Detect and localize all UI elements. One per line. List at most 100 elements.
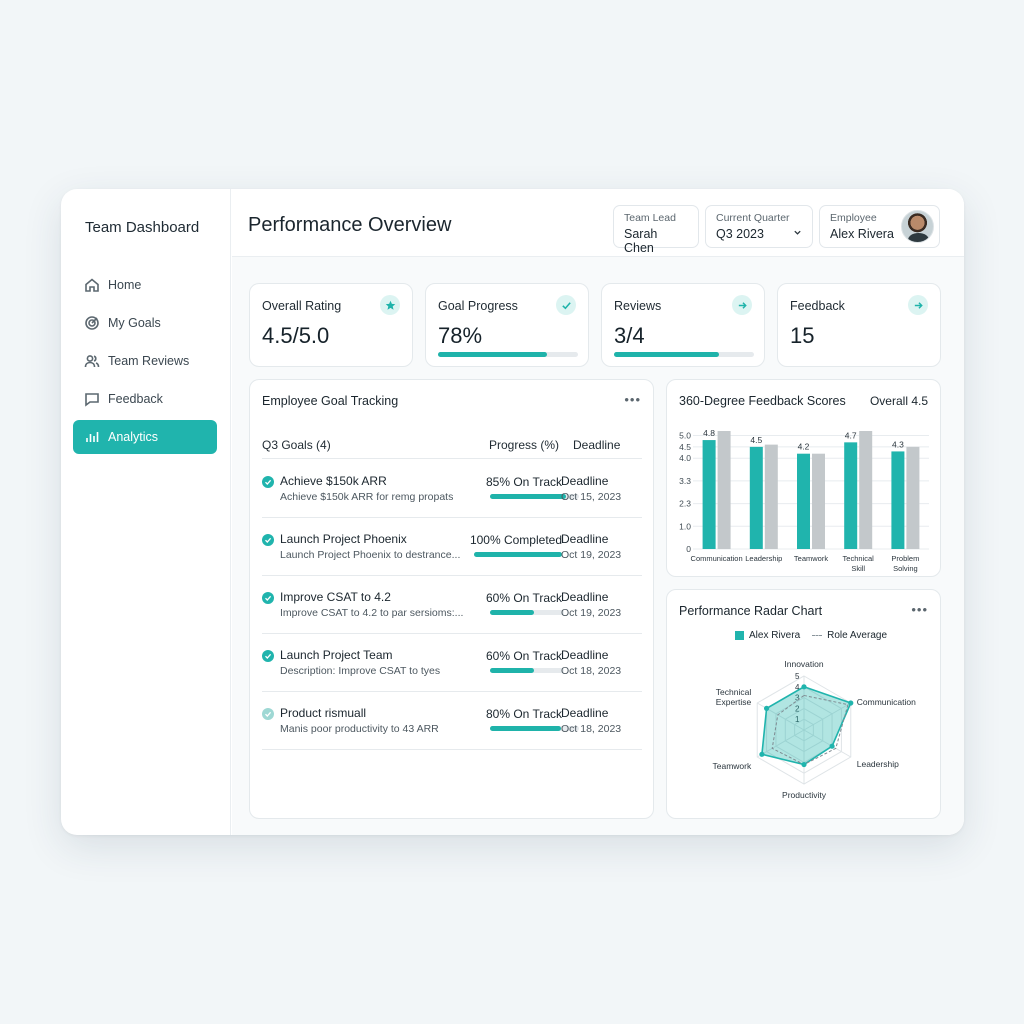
- quarter-label: Current Quarter: [716, 212, 790, 224]
- goal-name: Launch Project Phoenix: [280, 532, 407, 546]
- radar-point: [848, 700, 854, 706]
- radar-spoke: [803, 702, 852, 731]
- radar-scale-label: 4: [795, 683, 800, 692]
- kpi-value: 3/4: [614, 323, 645, 348]
- divider: [262, 749, 642, 750]
- goal-description: Description: Improve CSAT to tyes: [280, 665, 441, 677]
- table-row[interactable]: Improve CSAT to 4.2 Improve CSAT to 4.2 t…: [262, 576, 642, 634]
- table-row[interactable]: Launch Project Phoenix Launch Project Pho…: [262, 518, 642, 576]
- feedback-bar-chart: 01.02.33.34.04.55.0 4.8Communication4.5Le…: [679, 428, 929, 573]
- goal-description: Manis poor productivity to 43 ARR: [280, 723, 439, 735]
- x-tick-label: Problem: [891, 554, 919, 563]
- bar-employee: [797, 453, 810, 549]
- legend-swatch: [735, 631, 744, 640]
- radar-axis-label: Communication: [857, 697, 916, 707]
- main-content: Performance Overview Team Lead Sarah Che…: [232, 189, 964, 835]
- kpi-feedback[interactable]: Feedback 15: [777, 283, 941, 367]
- goal-name: Product rismuall: [280, 706, 367, 720]
- y-tick-label: 3.3: [679, 476, 691, 486]
- bar-employee: [891, 451, 905, 549]
- avatar[interactable]: [901, 210, 934, 243]
- goal-progress-bar: [474, 552, 562, 557]
- more-options-icon[interactable]: •••: [911, 602, 928, 617]
- x-tick-label: Solving: [893, 564, 918, 573]
- overall-score: Overall 4.5: [869, 394, 928, 408]
- radar-point: [801, 684, 807, 690]
- bar-average: [859, 431, 873, 549]
- data-label: 4.7: [845, 430, 857, 440]
- sidebar-item-team-reviews[interactable]: Team Reviews: [73, 344, 217, 378]
- employee-selector[interactable]: Employee Alex Rivera: [819, 205, 940, 248]
- team-lead-selector[interactable]: Team Lead Sarah Chen: [613, 205, 699, 255]
- radar-axis-label: Productivity: [782, 790, 827, 800]
- bar-chart-icon: [86, 432, 99, 442]
- radar-point: [759, 751, 765, 757]
- sidebar-item-my-goals[interactable]: My Goals: [73, 306, 217, 340]
- check-circle-icon: [262, 650, 274, 662]
- radar-axis-label: Leadership: [857, 759, 899, 769]
- sidebar-item-label: Feedback: [108, 392, 163, 406]
- table-row[interactable]: Achieve $150k ARR Achieve $150k ARR for r…: [262, 460, 642, 518]
- radar-point: [801, 761, 807, 768]
- users-icon: [84, 355, 100, 368]
- more-options-icon[interactable]: •••: [624, 392, 641, 407]
- app-window: Team Dashboard Home My Goals Team Review…: [61, 189, 964, 835]
- deadline-date: Oct 18, 2023: [561, 665, 622, 677]
- sidebar-item-label: Team Reviews: [108, 354, 190, 368]
- goal-name: Launch Project Team: [280, 648, 393, 662]
- radar-scale-label: 3: [795, 694, 800, 703]
- radar-spoke: [756, 729, 805, 758]
- kpi-value: 4.5/5.0: [262, 323, 330, 348]
- quarter-value: Q3 2023: [716, 227, 764, 241]
- data-label: 4.3: [892, 439, 904, 449]
- y-tick-label: 4.5: [679, 442, 691, 452]
- radar-scale-label: 2: [795, 704, 800, 713]
- table-row[interactable]: Product rismuall Manis poor productivity …: [262, 692, 642, 750]
- goal-status: 100% Completed: [469, 533, 562, 547]
- data-label: 4.5: [750, 435, 762, 445]
- radar-point: [829, 743, 835, 749]
- radar-axis-label: Expertise: [716, 697, 752, 707]
- kpi-overall-rating: Overall Rating 4.5/5.0: [249, 283, 413, 367]
- data-label: 4.8: [703, 428, 715, 438]
- radar-axis-label: Technical: [716, 687, 752, 697]
- divider: [262, 691, 642, 692]
- sidebar-item-home[interactable]: Home: [73, 268, 217, 302]
- column-header-deadline: Deadline: [573, 438, 621, 452]
- goal-progress-bar: [490, 668, 564, 673]
- goal-progress-bar: [438, 352, 578, 357]
- kpi-label: Goal Progress: [438, 299, 518, 313]
- goal-name: Improve CSAT to 4.2: [280, 590, 391, 604]
- arrow-right-icon[interactable]: [732, 295, 752, 315]
- sidebar-item-feedback[interactable]: Feedback: [73, 382, 217, 416]
- table-row[interactable]: Launch Project Team Description: Improve …: [262, 634, 642, 692]
- sidebar: Team Dashboard Home My Goals Team Review…: [61, 189, 231, 835]
- y-tick-label: 0: [686, 544, 691, 554]
- deadline-date: Oct 15, 2023: [561, 491, 622, 503]
- goal-name: Achieve $150k ARR: [280, 474, 387, 488]
- x-tick-label: Technical: [843, 554, 875, 563]
- goal-status: 60% On Track: [485, 649, 562, 663]
- arrow-right-icon[interactable]: [908, 295, 928, 315]
- feedback-scores-card: 360-Degree Feedback Scores Overall 4.5 0…: [666, 379, 941, 577]
- card-title: 360-Degree Feedback Scores: [679, 394, 846, 408]
- check-circle-icon: [262, 708, 274, 720]
- divider: [262, 517, 642, 518]
- sidebar-nav: Home My Goals Team Reviews Feedback Anal…: [73, 268, 217, 458]
- divider: [262, 575, 642, 576]
- sidebar-item-analytics[interactable]: Analytics: [73, 420, 217, 454]
- radar-spoke: [803, 729, 852, 758]
- quarter-dropdown[interactable]: Current Quarter Q3 2023: [705, 205, 813, 248]
- check-circle-icon: [262, 476, 274, 488]
- deadline-date: Oct 19, 2023: [561, 607, 622, 619]
- legend-label: Role Average: [827, 630, 887, 641]
- kpi-reviews[interactable]: Reviews 3/4: [601, 283, 765, 367]
- card-title: Employee Goal Tracking: [262, 394, 399, 408]
- team-lead-value: Sarah Chen: [624, 227, 658, 255]
- check-icon: [556, 295, 576, 315]
- goal-description: Achieve $150k ARR for remg propats: [280, 491, 454, 503]
- legend-label: Alex Rivera: [749, 630, 801, 641]
- deadline-label: Deadline: [561, 706, 609, 720]
- goal-status: 60% On Track: [485, 591, 562, 605]
- card-title: Performance Radar Chart: [679, 604, 823, 618]
